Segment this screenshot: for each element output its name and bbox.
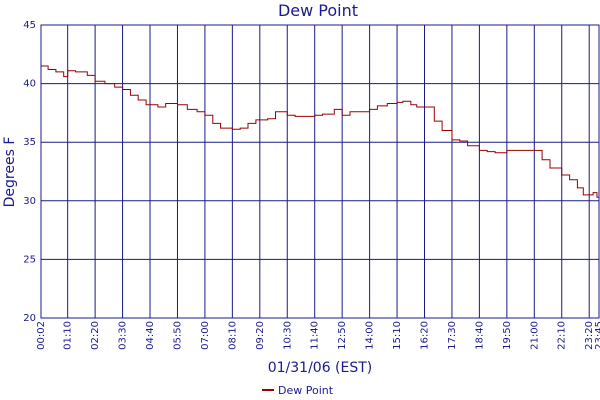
y-tick-label: 40	[23, 79, 36, 90]
x-tick-label: 23:45	[594, 321, 600, 350]
y-tick-label: 30	[23, 196, 36, 207]
x-tick-label: 07:00	[200, 321, 211, 350]
y-tick-label: 20	[23, 313, 36, 324]
x-tick-label: 23:20	[584, 321, 595, 350]
x-tick-labels: 00:02 01:10 02:20 03:30 04:40 05:50 07:00 08:10…	[36, 321, 600, 350]
plot-frame	[40, 24, 600, 319]
x-tick-label: 03:30	[118, 321, 129, 350]
series-line-dew-point	[41, 65, 600, 205]
legend: Dew Point	[262, 384, 334, 397]
x-tick-label: 15:10	[392, 321, 403, 350]
y-tick-label: 45	[23, 20, 36, 31]
y-tick-labels: 20 25 30 35 40 45	[23, 20, 36, 324]
x-tick-label: 18:40	[474, 321, 485, 350]
x-tick-label: 02:20	[90, 321, 101, 350]
y-tick-label: 25	[23, 254, 36, 265]
x-tick-label: 12:50	[337, 321, 348, 350]
x-axis-label: 01/31/06 (EST)	[268, 360, 373, 376]
chart-title: Dew Point	[278, 1, 358, 20]
x-tick-label: 11:40	[310, 321, 321, 350]
x-tick-label: 05:50	[172, 321, 183, 350]
x-tick-label: 08:10	[227, 321, 238, 350]
y-tick-label: 35	[23, 137, 36, 148]
x-tick-label: 01:10	[63, 321, 74, 350]
x-tick-label: 09:20	[255, 321, 266, 350]
x-tick-label: 22:10	[557, 321, 568, 350]
x-tick-label: 21:00	[529, 321, 540, 350]
grid	[40, 24, 600, 319]
x-tick-label: 00:02	[36, 321, 47, 350]
legend-label: Dew Point	[278, 384, 334, 397]
x-tick-label: 16:20	[420, 321, 431, 350]
series-layer	[41, 65, 600, 205]
x-tick-label: 14:00	[365, 321, 376, 350]
x-tick-label: 17:30	[447, 321, 458, 350]
x-tick-label: 10:30	[282, 321, 293, 350]
x-tick-label: 04:40	[145, 321, 156, 350]
y-axis-label: Degrees F	[2, 137, 18, 208]
x-tick-label: 19:50	[502, 321, 513, 350]
